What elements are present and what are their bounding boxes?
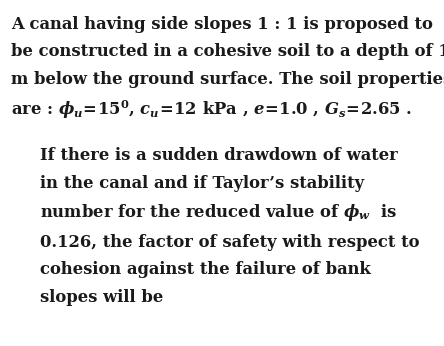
Text: A canal having side slopes 1 : 1 is proposed to: A canal having side slopes 1 : 1 is prop…	[11, 16, 433, 33]
Text: number for the reduced value of $\phi_w$  is: number for the reduced value of $\phi_w$…	[40, 202, 397, 224]
Text: are : $\phi_u\!=\!15^0$, $c_u\!=\!12$ kPa , $e\!=\!1.0$ , $G_s\!=\!2.65$ .: are : $\phi_u\!=\!15^0$, $c_u\!=\!12$ kP…	[11, 99, 412, 121]
Text: slopes will be: slopes will be	[40, 289, 163, 306]
Text: in the canal and if Taylor’s stability: in the canal and if Taylor’s stability	[40, 175, 364, 192]
Text: be constructed in a cohesive soil to a depth of 10: be constructed in a cohesive soil to a d…	[11, 43, 444, 60]
Text: If there is a sudden drawdown of water: If there is a sudden drawdown of water	[40, 147, 398, 164]
Text: cohesion against the failure of bank: cohesion against the failure of bank	[40, 261, 371, 278]
Text: m below the ground surface. The soil properties: m below the ground surface. The soil pro…	[11, 71, 444, 88]
Text: 0.126, the factor of safety with respect to: 0.126, the factor of safety with respect…	[40, 234, 420, 251]
